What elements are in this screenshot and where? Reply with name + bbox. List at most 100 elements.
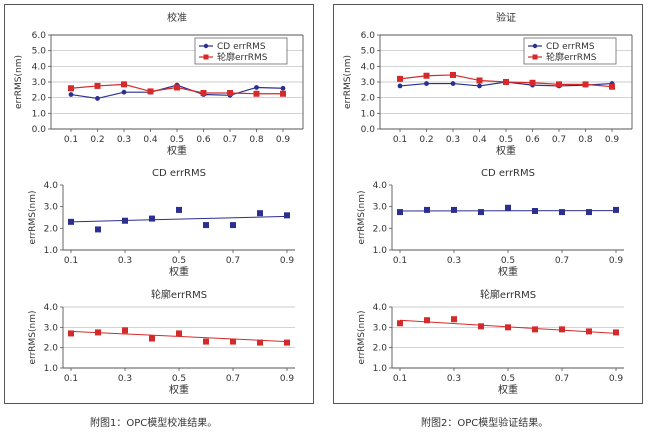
x-axis-label: 权重 [498, 383, 518, 396]
x-tick-label: 0.8 [578, 135, 593, 145]
legend-box [194, 37, 288, 65]
data-point [94, 82, 101, 89]
y-tick-label: 2.0 [361, 94, 376, 104]
chart-title: CD errRMS [481, 168, 535, 179]
data-point [147, 88, 154, 95]
data-point [280, 90, 286, 97]
chart-title: 轮廓errRMS [480, 288, 536, 301]
x-tick-label: 0.6 [525, 135, 540, 145]
data-point [397, 209, 403, 216]
chart-title: 校准 [167, 11, 187, 24]
calibration-panel: 校准 0.0 1.0 2.0 3.0 4.0 5.0 6.0 0.1 0.2 0.3 0.4 0.5 0.… [4, 4, 314, 404]
x-tick-label: 0.5 [501, 374, 515, 384]
y-tick-label: 4.0 [44, 181, 59, 191]
data-point [68, 85, 74, 92]
x-tick-label: 0.5 [501, 256, 515, 266]
data-point [613, 329, 619, 336]
data-point [280, 85, 286, 91]
data-point [556, 81, 562, 88]
data-point [230, 222, 236, 229]
legend-label: CD errRMS [546, 42, 595, 52]
y-axis-label: errRMS(nm) [357, 190, 367, 244]
data-point [613, 206, 619, 213]
data-point [95, 226, 101, 233]
x-axis-label: 权重 [496, 144, 516, 157]
legend-box [523, 37, 617, 65]
data-point [176, 206, 182, 213]
data-point [68, 330, 74, 337]
y-tick-label: 2.0 [32, 94, 47, 104]
legend-marker [532, 43, 538, 49]
data-point [121, 81, 127, 88]
x-axis-label: 权重 [167, 144, 187, 157]
y-tick-label: 1.0 [373, 364, 388, 374]
calibration-contour-chart: 轮廓errRMS 1.0 2.0 3.0 4.0 0.1 0.3 0.5 0.7 0.9 权重 err… [28, 288, 295, 396]
x-tick-label: 0.9 [280, 374, 295, 384]
x-tick-label: 0.5 [172, 256, 186, 266]
legend-label: 轮廓errRMS [546, 51, 597, 63]
validation-combined-chart: 验证 0.0 1.0 2.0 3.0 4.0 5.0 6.0 0.1 0.2 0.3 0.4 0.5 0.… [343, 11, 633, 157]
calibration-combined-chart: 校准 0.0 1.0 2.0 3.0 4.0 5.0 6.0 0.1 0.2 0.3 0.4 0.5 0.… [14, 11, 304, 157]
legend-label: CD errRMS [217, 42, 266, 52]
y-tick-label: 5.0 [32, 47, 47, 57]
calibration-cd-chart: CD errRMS 1.0 2.0 3.0 4.0 0.1 0.3 0.5 0.7 0.9 权重 er… [28, 168, 295, 278]
data-point [149, 215, 155, 222]
data-point [68, 218, 74, 225]
y-axis-label: errRMS(nm) [28, 310, 38, 364]
x-tick-label: 0.5 [170, 135, 184, 145]
data-point [253, 90, 260, 97]
y-tick-label: 3.0 [32, 78, 47, 88]
data-point [174, 84, 180, 91]
validation-cd-chart: CD errRMS 1.0 2.0 3.0 4.0 0.1 0.3 0.5 0.7 0.9 权重 er… [357, 168, 624, 278]
data-point [424, 317, 430, 324]
data-point [424, 206, 430, 213]
y-axis-label: errRMS(nm) [14, 55, 24, 109]
x-tick-label: 0.6 [196, 135, 211, 145]
x-tick-label: 0.9 [609, 256, 624, 266]
data-point [609, 83, 615, 90]
data-point [586, 328, 592, 335]
data-point [559, 209, 565, 216]
x-tick-label: 0.3 [446, 135, 460, 145]
data-point [397, 75, 403, 82]
chart-title: 轮廓errRMS [151, 288, 207, 301]
data-point [424, 81, 429, 86]
chart-title: 验证 [496, 11, 516, 24]
x-tick-label: 0.8 [249, 135, 264, 145]
y-tick-label: 1.0 [373, 246, 388, 256]
trend-line [70, 330, 288, 343]
y-tick-label: 1.0 [44, 246, 59, 256]
y-tick-label: 4.0 [32, 62, 47, 72]
data-point [397, 320, 403, 327]
data-point [505, 204, 511, 211]
calibration-charts-svg: 校准 0.0 1.0 2.0 3.0 4.0 5.0 6.0 0.1 0.2 0.3 0.4 0.5 0.… [14, 11, 304, 396]
y-tick-label: 4.0 [44, 303, 59, 313]
x-tick-label: 0.3 [447, 256, 461, 266]
data-point [423, 72, 430, 79]
y-tick-label: 6.0 [32, 31, 47, 41]
data-point [203, 222, 209, 229]
data-point [284, 212, 290, 219]
data-point [532, 326, 538, 333]
data-point [122, 217, 128, 224]
data-point [95, 96, 100, 101]
validation-panel: 验证 0.0 1.0 2.0 3.0 4.0 5.0 6.0 0.1 0.2 0.3 0.4 0.5 0.… [333, 4, 643, 404]
x-tick-label: 0.1 [393, 256, 407, 266]
x-tick-label: 0.9 [609, 374, 624, 384]
y-tick-label: 2.0 [373, 224, 388, 234]
y-tick-label: 2.0 [44, 224, 59, 234]
data-point [149, 335, 155, 342]
y-tick-label: 0.0 [32, 125, 47, 135]
data-point [586, 209, 592, 216]
x-tick-label: 0.7 [552, 135, 566, 145]
x-tick-label: 0.9 [280, 256, 295, 266]
legend-marker [203, 43, 209, 49]
data-point [230, 338, 236, 345]
data-point [529, 79, 536, 86]
data-point [582, 81, 589, 88]
x-tick-label: 0.5 [499, 135, 513, 145]
x-tick-label: 0.3 [118, 374, 132, 384]
y-tick-label: 4.0 [373, 303, 388, 313]
y-tick-label: 3.0 [373, 323, 388, 333]
